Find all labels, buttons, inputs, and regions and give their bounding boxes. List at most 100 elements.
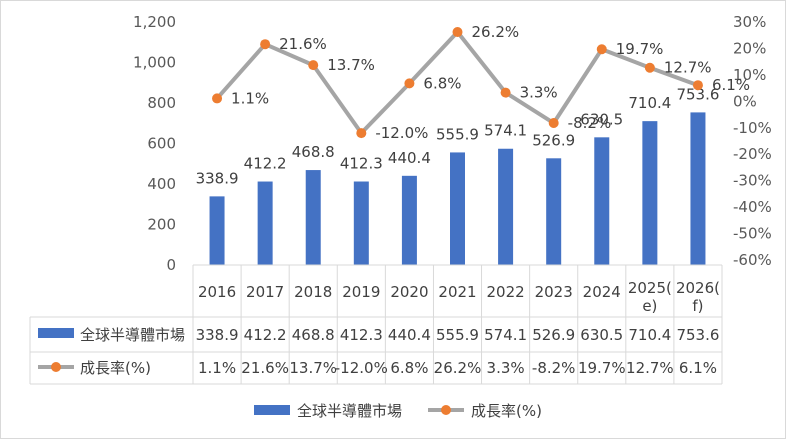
category-label: 2016: [198, 283, 236, 301]
category-label: 2023: [535, 283, 573, 301]
legend-line-marker: [441, 405, 451, 415]
bar: [401, 175, 417, 265]
table-line-value: 26.2%: [434, 359, 482, 377]
line-marker: [596, 44, 607, 55]
line-data-label: 12.7%: [664, 59, 712, 77]
left-axis-tick-label: 1,000: [133, 54, 176, 72]
bar-data-label: 412.2: [244, 155, 287, 173]
right-axis-tick-label: 10%: [733, 66, 766, 84]
left-axis-tick-label: 600: [147, 135, 176, 153]
left-axis-tick-label: 400: [147, 175, 176, 193]
bar-data-label: 753.6: [676, 85, 719, 103]
bar-data-label: 468.8: [292, 143, 335, 161]
bar-data-label: 412.3: [340, 155, 383, 173]
table-bar-value: 555.9: [436, 326, 479, 344]
category-label: 2021: [438, 283, 476, 301]
bar: [450, 152, 465, 265]
bar-data-label: 338.9: [196, 169, 239, 187]
table-line-value: 12.7%: [626, 359, 674, 377]
category-label: 2019: [342, 283, 380, 301]
bar: [642, 121, 658, 265]
line-data-labels: 1.1% 21.6%13.7% -12.0% 6.8% 26.2% 3.3% -8.2% 19…: [231, 23, 750, 142]
table-line-value: 6.1%: [679, 359, 717, 377]
bar-data-label: 555.9: [436, 125, 479, 143]
bar-data-label: 630.5: [580, 110, 623, 128]
table-line-value: -8.2%: [532, 359, 576, 377]
bar: [305, 170, 321, 265]
line-data-label: -8.2%: [568, 114, 612, 132]
line-data-label: 19.7%: [616, 40, 664, 58]
line-data-label: 6.1%: [712, 76, 750, 94]
line-marker: [500, 87, 511, 98]
category-label-line1: 2026(: [676, 279, 720, 297]
right-axis-tick-label: -50%: [733, 225, 772, 243]
table-line-value: 13.7%: [289, 359, 337, 377]
legend-bar-key: [254, 405, 290, 415]
table-series-name: 全球半導體市場: [80, 326, 185, 344]
line-marker: [308, 60, 319, 71]
data-table: 2016 2017 2018 2019 2020 2021 2022 2023 2024 2025…: [29, 264, 723, 385]
category-label-line2: f): [692, 297, 703, 315]
right-axis-tick-label: 20%: [733, 39, 766, 57]
right-axis: -60% -50% -40% -30% -20% -10% 0% 10% 20% 30%: [733, 13, 772, 269]
table-bar-value: 412.2: [244, 326, 287, 344]
table-line-value: 1.1%: [198, 359, 236, 377]
bar: [594, 137, 610, 265]
left-axis-tick-label: 200: [147, 216, 176, 234]
bar-series: [209, 112, 706, 265]
bar-data-label: 710.4: [628, 94, 671, 112]
category-label: 2024: [583, 283, 621, 301]
bar: [690, 112, 706, 265]
line-data-label: 6.8%: [423, 74, 461, 92]
table-line-value: -12.0%: [335, 359, 388, 377]
left-axis-tick-label: 1,200: [133, 13, 176, 31]
category-label: 2022: [486, 283, 524, 301]
table-series-name: 成長率(%): [80, 359, 151, 377]
table-bar-value: 574.1: [484, 326, 527, 344]
category-label-line1: 2025(: [628, 279, 672, 297]
legend-bar-label: 全球半導體市場: [297, 402, 402, 420]
line-data-label: 3.3%: [520, 84, 558, 102]
line-data-label: 13.7%: [327, 56, 375, 74]
line-marker: [548, 118, 559, 129]
line-marker: [212, 93, 223, 104]
legend-line-label: 成長率(%): [471, 402, 542, 420]
table-bar-legend-key: [38, 328, 74, 338]
bar: [353, 181, 369, 265]
category-label-line2: e): [642, 297, 657, 315]
left-axis: 0 200 400 600 800 1,000 1,200: [133, 13, 176, 274]
bar-data-label: 440.4: [388, 149, 431, 167]
left-axis-tick-label: 0: [166, 256, 176, 274]
table-bar-value: 526.9: [532, 326, 575, 344]
category-label: 2018: [294, 283, 332, 301]
bar-data-label: 574.1: [484, 122, 527, 140]
line-series: [212, 27, 703, 139]
legend: 全球半導體市場 成長率(%): [254, 402, 542, 420]
table-bar-value: 412.3: [340, 326, 383, 344]
right-axis-tick-label: 0%: [733, 92, 757, 110]
table-bar-value: 630.5: [580, 326, 623, 344]
line-marker: [692, 80, 703, 91]
table-line-value: 3.3%: [487, 359, 525, 377]
line-data-label: 1.1%: [231, 89, 269, 107]
line-data-label: 26.2%: [472, 23, 520, 41]
left-axis-tick-label: 800: [147, 94, 176, 112]
right-axis-tick-label: -60%: [733, 251, 772, 269]
right-axis-tick-label: -20%: [733, 145, 772, 163]
bar: [257, 181, 273, 265]
line-data-label: -12.0%: [375, 124, 428, 142]
bar-data-labels: 338.9 412.2 468.8 412.3 440.4 555.9 574.1 526.9…: [196, 85, 720, 187]
table-bar-value: 468.8: [292, 326, 335, 344]
table-line-value: 6.8%: [390, 359, 428, 377]
table-bar-value: 753.6: [676, 326, 719, 344]
category-label: 2017: [246, 283, 284, 301]
right-axis-tick-label: -10%: [733, 119, 772, 137]
table-bar-value: 338.9: [196, 326, 239, 344]
line-marker: [644, 62, 655, 73]
table-line-legend-marker: [51, 362, 61, 372]
line-marker: [356, 128, 367, 139]
line-marker: [452, 27, 463, 38]
bar: [498, 148, 514, 265]
category-label: 2020: [390, 283, 428, 301]
